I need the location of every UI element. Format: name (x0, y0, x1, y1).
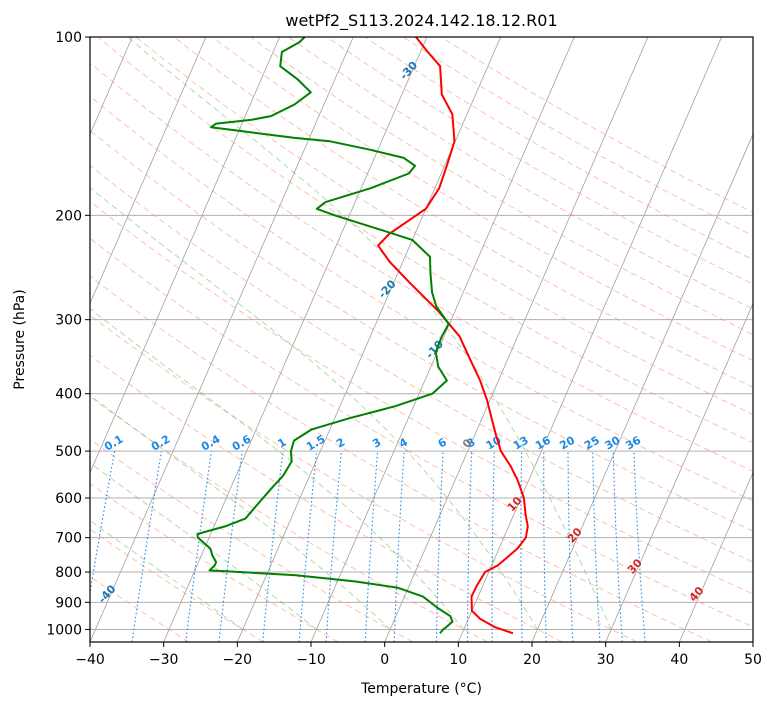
dry-adiabat (90, 314, 638, 642)
x-tick-label: 10 (449, 652, 467, 668)
mixing-ratio-line (298, 451, 318, 642)
pressure-grid (90, 37, 753, 630)
x-tick-label: 20 (523, 652, 541, 668)
x-axis: −40 −30 −20 −10 0 10 20 30 40 50 (75, 642, 762, 668)
y-tick-label: 200 (55, 208, 82, 224)
mixing-ratio-line (325, 451, 342, 642)
isotherm-line (163, 37, 428, 642)
mixing-ratio-line (218, 451, 243, 642)
moist-adiabat (90, 394, 391, 630)
x-tick-label: −20 (223, 652, 253, 668)
plot-frame (89, 36, 754, 643)
y-axis: 100 200 300 400 500 600 700 800 900 1000 (46, 30, 90, 638)
y-tick-label: 600 (55, 491, 82, 507)
isotherm-line (236, 37, 501, 642)
y-tick-label: 300 (55, 313, 82, 329)
x-axis-title: Temperature (°C) (360, 681, 482, 697)
temperature-profile-line (377, 37, 529, 635)
x-tick-label: −40 (75, 652, 105, 668)
isotherm-line (90, 37, 354, 642)
dry-adiabat (90, 200, 753, 595)
isotherm-line (531, 133, 753, 642)
sounding-profiles (196, 37, 529, 635)
y-tick-label: 1000 (46, 622, 82, 638)
isotherm-line (90, 37, 280, 474)
dry-adiabat (90, 62, 753, 472)
moist-adiabat (90, 308, 465, 630)
dry-adiabat (90, 129, 753, 532)
isotherm-line (457, 37, 722, 642)
chart-title: wetPf2_S113.2024.142.18.12.R01 (285, 11, 557, 31)
dry-adiabat (90, 164, 753, 563)
y-axis-title: Pressure (hPa) (12, 289, 28, 389)
isotherm-line (384, 37, 649, 642)
dry-adiabat (90, 482, 339, 642)
dry-adiabat (90, 95, 753, 502)
dry-adiabat (90, 237, 753, 628)
x-tick-label: −10 (296, 652, 326, 668)
y-tick-label: 800 (55, 565, 82, 581)
y-tick-label: 900 (55, 595, 82, 611)
isotherm-line (90, 37, 207, 305)
dry-adiabat (173, 37, 753, 388)
x-tick-label: 0 (380, 652, 389, 668)
x-tick-label: 50 (744, 652, 762, 668)
mixing-ratio-line (262, 451, 284, 642)
dry-adiabat-lines (90, 37, 753, 642)
mixing-ratio-line (131, 451, 163, 642)
isotherm-line (605, 302, 753, 642)
x-tick-label: 30 (597, 652, 615, 668)
dewpoint-profile-line (196, 37, 454, 634)
mixing-ratio-line (185, 451, 213, 642)
x-tick-label: −30 (149, 652, 179, 668)
dry-adiabat (90, 275, 712, 642)
dry-adiabat (90, 438, 414, 642)
y-tick-label: 700 (55, 531, 82, 547)
y-tick-label: 400 (55, 387, 82, 403)
dry-adiabat (211, 37, 753, 362)
moist-adiabat (90, 519, 244, 630)
dry-adiabat (288, 37, 753, 310)
y-tick-label: 500 (55, 444, 82, 460)
dry-adiabat (135, 37, 753, 416)
dry-adiabat (90, 354, 563, 642)
dry-adiabat (326, 37, 753, 285)
x-tick-label: 40 (670, 652, 688, 668)
y-tick-label: 100 (55, 30, 82, 46)
isotherm-line (678, 471, 753, 642)
